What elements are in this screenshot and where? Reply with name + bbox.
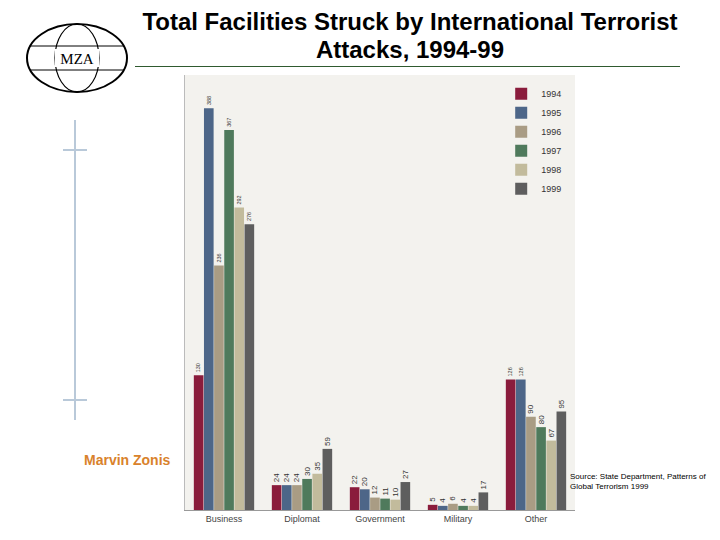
svg-text:4: 4 — [459, 498, 468, 503]
svg-text:367: 367 — [226, 118, 232, 127]
svg-text:1995: 1995 — [541, 108, 561, 118]
svg-text:276: 276 — [246, 212, 252, 221]
svg-text:MZA: MZA — [60, 51, 94, 67]
svg-text:6: 6 — [448, 496, 457, 501]
svg-text:95: 95 — [557, 399, 566, 408]
svg-text:1994: 1994 — [541, 89, 561, 99]
svg-text:126: 126 — [518, 367, 524, 376]
svg-text:59: 59 — [323, 436, 332, 445]
svg-text:10: 10 — [391, 487, 400, 496]
svg-text:27: 27 — [401, 470, 410, 479]
svg-text:30: 30 — [303, 466, 312, 475]
svg-text:17: 17 — [479, 480, 488, 489]
svg-text:20: 20 — [360, 477, 369, 486]
svg-text:Other: Other — [525, 514, 548, 524]
svg-text:Business: Business — [206, 514, 243, 524]
svg-text:90: 90 — [526, 404, 535, 413]
svg-text:22: 22 — [350, 475, 359, 484]
svg-text:Diplomat: Diplomat — [284, 514, 320, 524]
svg-text:Government: Government — [355, 514, 405, 524]
svg-text:1997: 1997 — [541, 146, 561, 156]
svg-text:5: 5 — [428, 497, 437, 502]
svg-text:1998: 1998 — [541, 165, 561, 175]
svg-text:12: 12 — [370, 485, 379, 494]
svg-text:4: 4 — [469, 498, 478, 503]
svg-text:130: 130 — [195, 363, 201, 372]
svg-text:1996: 1996 — [541, 127, 561, 137]
svg-text:11: 11 — [381, 487, 390, 496]
html-text:Marvin Zonis: Marvin Zonis — [84, 452, 171, 468]
svg-text:35: 35 — [313, 461, 322, 470]
svg-text:126: 126 — [507, 367, 513, 376]
svg-text:Military: Military — [444, 514, 473, 524]
svg-text:1999: 1999 — [541, 184, 561, 194]
svg-text:236: 236 — [216, 253, 222, 262]
svg-text:67: 67 — [547, 428, 556, 437]
svg-text:388: 388 — [206, 96, 212, 105]
svg-text:80: 80 — [537, 415, 546, 424]
svg-text:24: 24 — [282, 473, 291, 482]
svg-text:24: 24 — [292, 473, 301, 482]
svg-text:292: 292 — [236, 195, 242, 204]
svg-text:4: 4 — [438, 498, 447, 503]
svg-text:24: 24 — [272, 473, 281, 482]
html-text:Total Facilities Struck by Int: Total Facilities Struck by International… — [142, 8, 678, 63]
html-text:Source: State Department, Patt: Source: State Department, Patterns of Gl… — [570, 472, 706, 491]
